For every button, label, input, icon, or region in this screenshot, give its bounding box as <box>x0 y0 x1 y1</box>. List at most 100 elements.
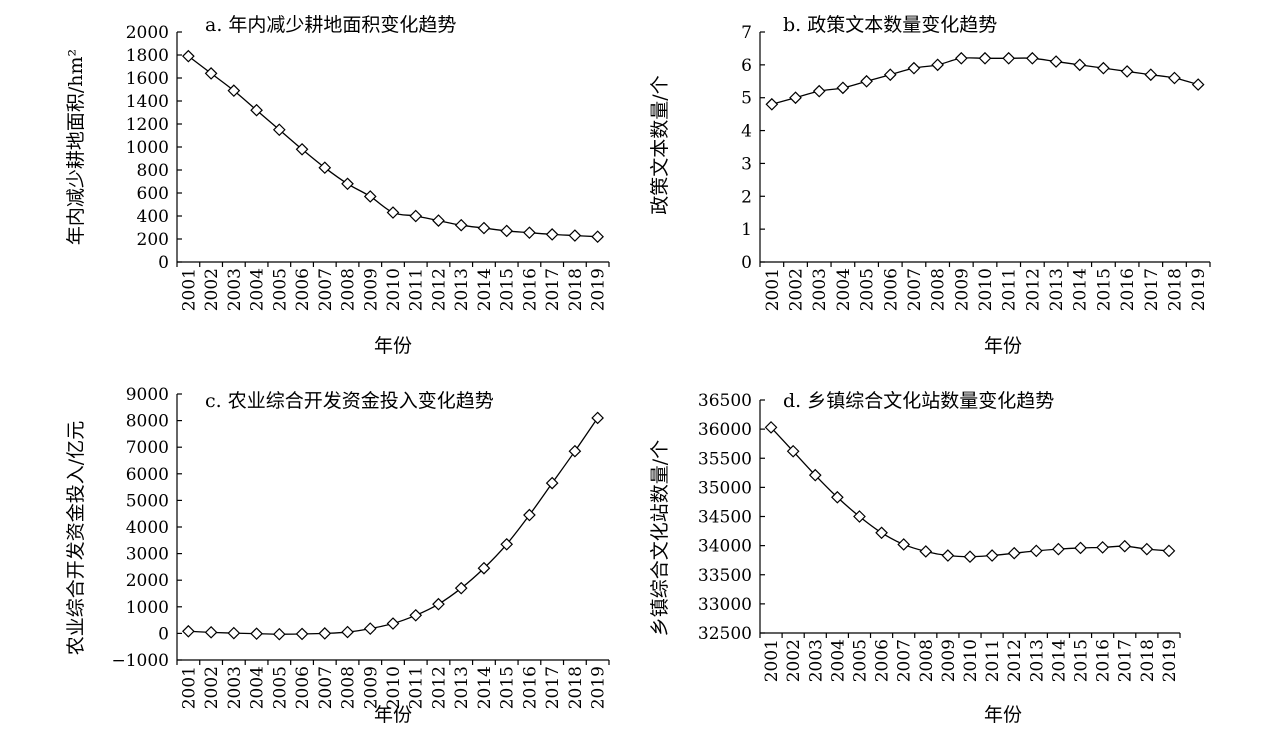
y-tick-label: 5 <box>741 89 752 109</box>
data-point-marker <box>204 625 218 639</box>
data-point-marker <box>318 161 332 175</box>
data-point-marker <box>227 84 241 97</box>
x-tick-label: 2004 <box>834 268 854 311</box>
chart-title: d. 乡镇综合文化站数量变化趋势 <box>783 390 1054 412</box>
x-tick-label: 2001 <box>179 268 199 311</box>
x-tick-label: 2013 <box>452 268 472 311</box>
y-tick-label: 1800 <box>126 46 169 66</box>
x-tick-label: 2014 <box>1049 639 1069 682</box>
data-point-marker <box>1118 539 1132 553</box>
x-tick-label: 2014 <box>1071 268 1091 311</box>
y-tick-label: 32500 <box>698 624 752 644</box>
x-tick-label: 2011 <box>407 268 427 311</box>
x-tick-label: 2015 <box>498 268 518 311</box>
x-tick-label: 2004 <box>828 639 848 682</box>
y-tick-label: 33000 <box>698 595 752 615</box>
y-tick-label: 8000 <box>126 412 169 432</box>
x-tick-label: 2008 <box>917 639 937 682</box>
y-tick-label: 9000 <box>126 385 169 405</box>
data-point-marker <box>1007 546 1021 560</box>
x-tick-label: 2015 <box>498 666 518 709</box>
x-tick-label: 2015 <box>1072 639 1092 682</box>
x-tick-label: 2011 <box>983 639 1003 682</box>
data-point-marker <box>1168 71 1181 85</box>
x-tick-label: 2018 <box>1165 268 1185 311</box>
data-point-marker <box>812 84 826 98</box>
x-tick-label: 2012 <box>429 268 449 311</box>
x-tick-label: 2011 <box>407 666 427 709</box>
data-point-marker <box>1097 61 1110 75</box>
x-tick-label: 2008 <box>929 268 949 311</box>
x-tick-label: 2010 <box>961 639 981 682</box>
x-tick-label: 2019 <box>1189 268 1209 311</box>
x-tick-label: 2003 <box>806 639 826 682</box>
y-tick-label: 7000 <box>126 438 169 458</box>
data-point-marker <box>545 228 559 241</box>
data-point-marker <box>875 526 888 540</box>
y-axis-label: 年内减少耕地面积/hm² <box>65 49 87 245</box>
y-axis-label: 乡镇综合文化站数量/个 <box>649 440 671 636</box>
x-tick-label: 2017 <box>1142 268 1162 311</box>
data-point-marker <box>1191 78 1205 91</box>
y-tick-label: 35500 <box>698 449 752 469</box>
data-point-marker <box>764 421 778 434</box>
y-tick-label: 5000 <box>126 491 169 511</box>
data-point-marker <box>883 68 897 82</box>
x-tick-label: 2015 <box>1094 268 1114 311</box>
data-point-marker <box>477 221 491 235</box>
x-tick-label: 2013 <box>452 666 472 709</box>
data-point-marker <box>409 608 423 622</box>
chart-panel-c: −1000 0 1000 2000 3000 4000 5000 6000 7000 8000 90… <box>65 385 610 726</box>
y-tick-label: 0 <box>741 253 752 273</box>
x-tick-label: 2016 <box>520 268 540 311</box>
data-point-marker <box>386 206 400 219</box>
data-point-marker <box>789 91 802 105</box>
y-tick-label: 35000 <box>698 478 752 498</box>
x-tick-label: 2004 <box>248 666 268 709</box>
x-tick-label: 2001 <box>179 666 199 709</box>
data-point-marker <box>409 209 423 223</box>
y-tick-label: 200 <box>137 230 169 250</box>
chart-panel-b: 0 1 2 3 4 5 6 7 2001 2002 2003 2004 2005 2006 2007 2008… <box>649 14 1211 357</box>
data-point-marker <box>523 226 536 240</box>
data-point-marker <box>1144 68 1158 82</box>
data-point-marker <box>318 627 332 640</box>
x-tick-label: 2018 <box>566 268 586 311</box>
x-axis-label: 年份 <box>984 335 1022 357</box>
x-tick-label: 2011 <box>1000 268 1020 311</box>
y-tick-label: 4 <box>741 122 752 142</box>
data-point-marker <box>1162 544 1176 558</box>
chart-panel-a: 0 200 400 600 800 1000 1200 1400 1600 1800 2000 200… <box>65 14 610 357</box>
x-tick-label: 2016 <box>1118 268 1138 311</box>
x-tick-label: 2019 <box>589 268 609 311</box>
data-point-marker <box>897 538 911 551</box>
x-tick-label: 2012 <box>1023 268 1043 311</box>
x-tick-label: 2017 <box>543 666 563 709</box>
chart-panel-d: 32500 33000 33500 34000 34500 35000 35500 36000… <box>649 390 1181 726</box>
x-tick-label: 2018 <box>566 666 586 709</box>
data-point-marker <box>250 627 263 641</box>
chart-title: a. 年内减少耕地面积变化趋势 <box>205 14 456 36</box>
chart-title: b. 政策文本数量变化趋势 <box>783 14 997 36</box>
y-tick-label: −1000 <box>111 651 169 671</box>
data-point-marker <box>831 490 844 504</box>
y-tick-label: 1200 <box>126 115 169 135</box>
x-tick-label: 2014 <box>475 268 495 311</box>
data-point-marker <box>765 97 779 111</box>
x-tick-label: 2009 <box>939 639 959 682</box>
x-tick-label: 2017 <box>543 268 563 311</box>
data-point-marker <box>853 510 866 523</box>
x-tick-label: 2007 <box>905 268 925 311</box>
x-axis-label: 年份 <box>374 704 412 726</box>
series-line <box>771 57 1199 105</box>
x-tick-label: 2002 <box>784 639 804 682</box>
y-axis-label: 农业综合开发资金投入/亿元 <box>65 421 87 655</box>
data-point-marker <box>1049 55 1063 68</box>
x-tick-label: 2010 <box>384 666 404 709</box>
data-point-marker <box>963 550 977 564</box>
data-point-marker <box>931 58 944 72</box>
data-point-marker <box>272 123 286 137</box>
data-point-marker <box>1074 541 1087 555</box>
x-tick-label: 2016 <box>1094 639 1114 682</box>
